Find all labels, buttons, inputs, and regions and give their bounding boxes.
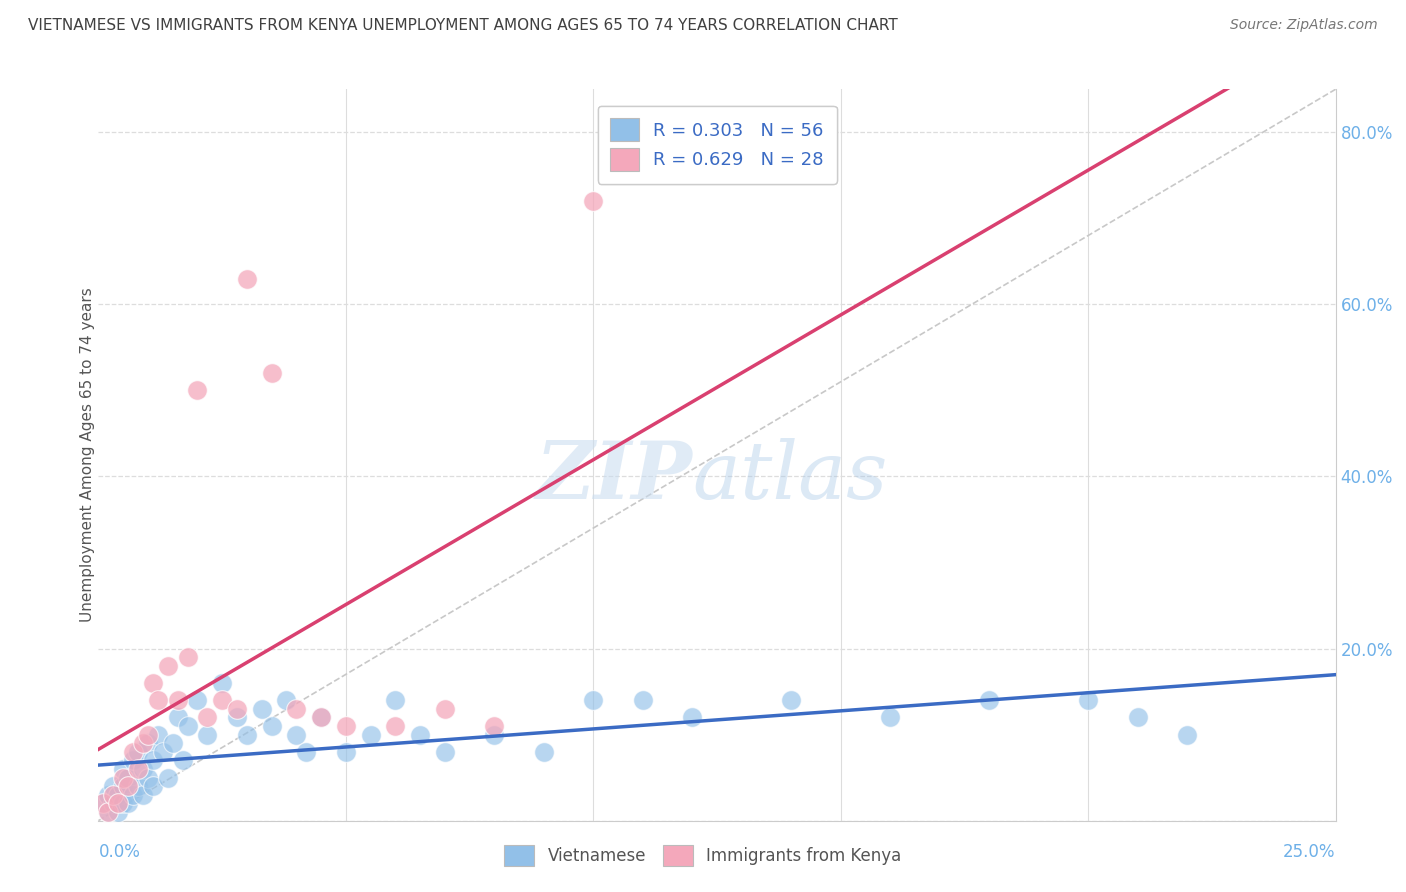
Point — [146, 693, 169, 707]
Text: atlas: atlas — [692, 438, 887, 516]
Point — [122, 753, 145, 767]
Point — [166, 693, 188, 707]
Point — [93, 797, 115, 811]
Point — [156, 658, 179, 673]
Text: VIETNAMESE VS IMMIGRANTS FROM KENYA UNEMPLOYMENT AMONG AGES 65 TO 74 YEARS CORRE: VIETNAMESE VS IMMIGRANTS FROM KENYA UNEM… — [28, 18, 898, 33]
Point — [136, 736, 159, 750]
Point — [211, 693, 233, 707]
Point — [103, 788, 125, 802]
Point — [97, 788, 120, 802]
Point — [195, 728, 218, 742]
Point — [103, 779, 125, 793]
Point — [433, 702, 456, 716]
Point — [236, 728, 259, 742]
Point — [117, 771, 139, 785]
Point — [112, 762, 135, 776]
Point — [162, 736, 184, 750]
Point — [236, 271, 259, 285]
Point — [176, 719, 198, 733]
Text: 0.0%: 0.0% — [98, 843, 141, 861]
Point — [309, 710, 332, 724]
Point — [533, 745, 555, 759]
Point — [112, 797, 135, 811]
Point — [979, 693, 1001, 707]
Point — [103, 797, 125, 811]
Point — [97, 805, 120, 819]
Point — [1077, 693, 1099, 707]
Point — [384, 719, 406, 733]
Point — [127, 745, 149, 759]
Point — [484, 728, 506, 742]
Point — [107, 805, 129, 819]
Point — [152, 745, 174, 759]
Point — [226, 702, 249, 716]
Point — [186, 693, 208, 707]
Point — [107, 788, 129, 802]
Point — [285, 728, 308, 742]
Point — [97, 805, 120, 819]
Point — [166, 710, 188, 724]
Point — [122, 788, 145, 802]
Point — [127, 779, 149, 793]
Text: Source: ZipAtlas.com: Source: ZipAtlas.com — [1230, 18, 1378, 32]
Point — [360, 728, 382, 742]
Point — [195, 710, 218, 724]
Point — [172, 753, 194, 767]
Legend: Vietnamese, Immigrants from Kenya: Vietnamese, Immigrants from Kenya — [496, 837, 910, 875]
Point — [132, 736, 155, 750]
Point — [681, 710, 703, 724]
Point — [142, 753, 165, 767]
Point — [260, 366, 283, 380]
Point — [276, 693, 298, 707]
Point — [879, 710, 901, 724]
Text: ZIP: ZIP — [536, 438, 692, 516]
Point — [112, 779, 135, 793]
Point — [260, 719, 283, 733]
Point — [211, 676, 233, 690]
Point — [142, 676, 165, 690]
Point — [226, 710, 249, 724]
Text: 25.0%: 25.0% — [1284, 843, 1336, 861]
Point — [780, 693, 803, 707]
Point — [117, 779, 139, 793]
Point — [156, 771, 179, 785]
Point — [93, 797, 115, 811]
Point — [582, 194, 605, 208]
Point — [146, 728, 169, 742]
Point — [335, 719, 357, 733]
Point — [142, 779, 165, 793]
Point — [295, 745, 318, 759]
Point — [582, 693, 605, 707]
Point — [631, 693, 654, 707]
Point — [285, 702, 308, 716]
Point — [132, 788, 155, 802]
Point — [484, 719, 506, 733]
Point — [409, 728, 432, 742]
Point — [335, 745, 357, 759]
Point — [384, 693, 406, 707]
Point — [127, 762, 149, 776]
Point — [1126, 710, 1149, 724]
Y-axis label: Unemployment Among Ages 65 to 74 years: Unemployment Among Ages 65 to 74 years — [80, 287, 94, 623]
Point — [309, 710, 332, 724]
Point — [250, 702, 273, 716]
Point — [107, 797, 129, 811]
Point — [1175, 728, 1198, 742]
Point — [176, 650, 198, 665]
Point — [122, 745, 145, 759]
Point — [186, 384, 208, 398]
Point — [132, 762, 155, 776]
Point — [112, 771, 135, 785]
Point — [136, 771, 159, 785]
Legend: R = 0.303   N = 56, R = 0.629   N = 28: R = 0.303 N = 56, R = 0.629 N = 28 — [598, 105, 837, 184]
Point — [117, 797, 139, 811]
Point — [136, 728, 159, 742]
Point — [433, 745, 456, 759]
